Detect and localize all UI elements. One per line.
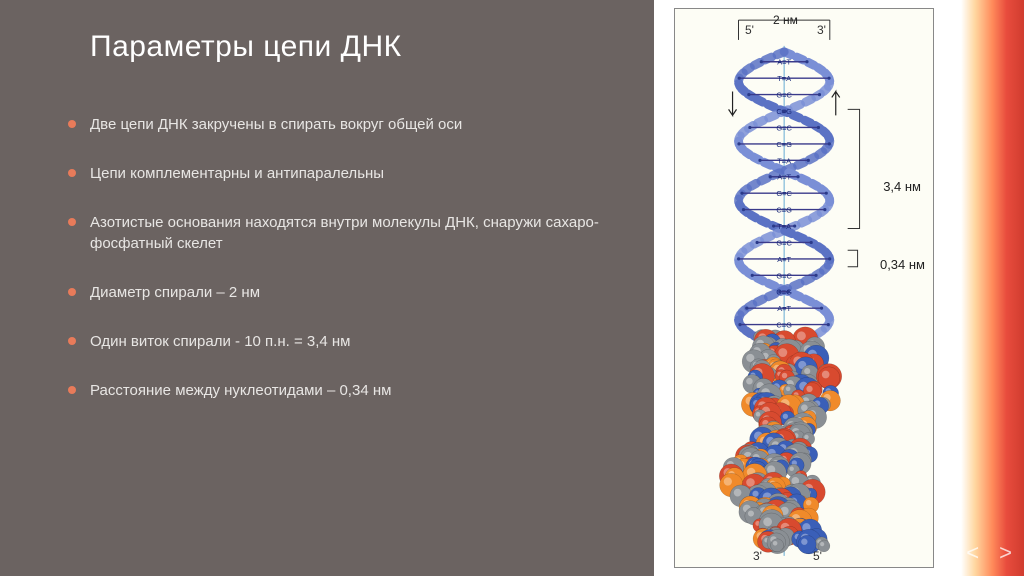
list-item: Расстояние между нуклеотидами – 0,34 нм [90,380,614,401]
list-item: Азотистые основания находятся внутри мол… [90,212,614,254]
five-prime-bot: 5' [813,549,822,563]
dna-figure: A≡T T≡A G≡C C≡G G≡C C≡G T≡A A≡T G≡C C≡G T≡A G≡C A≡T G… [674,8,934,568]
svg-text:T≡A: T≡A [777,156,791,165]
svg-text:C≡G: C≡G [776,206,792,215]
bullet-list: Две цепи ДНК закручены в спирать вокруг … [90,114,614,401]
five-prime-top: 5' [745,23,754,37]
width-dim: 2 нм [773,13,798,27]
accent-gradient [954,0,1024,576]
prev-icon[interactable]: < [966,540,979,566]
svg-text:G≡C: G≡C [776,189,792,198]
svg-text:G≡C: G≡C [776,271,792,280]
svg-text:G≡C: G≡C [776,123,792,132]
figure-panel: A≡T T≡A G≡C C≡G G≡C C≡G T≡A A≡T G≡C C≡G T≡A G≡C A≡T G… [654,0,1024,576]
list-item: Диаметр спирали – 2 нм [90,282,614,303]
rise-dim: 0,34 нм [880,257,925,272]
three-prime-top: 3' [817,23,826,37]
pitch-dim: 3,4 нм [883,179,921,194]
dna-svg: A≡T T≡A G≡C C≡G G≡C C≡G T≡A A≡T G≡C C≡G T≡A G≡C A≡T G… [675,9,933,567]
svg-text:A≡T: A≡T [777,58,791,67]
three-prime-bot: 3' [753,549,762,563]
svg-text:T≡A: T≡A [777,74,791,83]
list-item: Цепи комплементарны и антипарaлельны [90,163,614,184]
next-icon[interactable]: > [999,540,1012,566]
svg-text:A≡T: A≡T [777,304,791,313]
svg-text:T≡A: T≡A [777,222,791,231]
svg-text:C≡G: C≡G [776,321,792,330]
svg-text:C≡G: C≡G [776,140,792,149]
page-title: Параметры цепи ДНК [90,30,614,64]
svg-text:G≡C: G≡C [776,238,792,247]
svg-text:A≡T: A≡T [777,255,791,264]
svg-text:A≡T: A≡T [777,173,791,182]
list-item: Один виток спирали - 10 п.н. = 3,4 нм [90,331,614,352]
list-item: Две цепи ДНК закручены в спирать вокруг … [90,114,614,135]
svg-text:G≡C: G≡C [776,91,792,100]
